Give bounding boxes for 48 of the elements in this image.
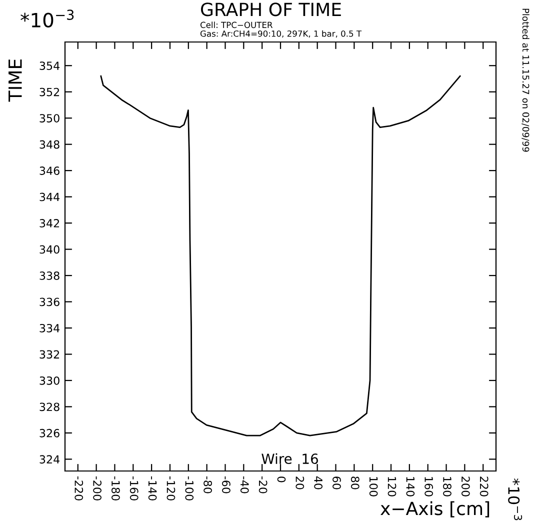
x-tick-label: -140 bbox=[148, 476, 157, 500]
y-tick-label: 348 bbox=[40, 140, 60, 149]
text: *10$^{−3}$ bbox=[508, 478, 522, 520]
x-tick-label: -20 bbox=[258, 476, 268, 494]
y-tick-label: 340 bbox=[40, 245, 60, 254]
x-tick-label: 80 bbox=[350, 476, 360, 490]
y-tick-label: 350 bbox=[40, 114, 60, 122]
x-tick-label: 180 bbox=[443, 477, 452, 496]
x-tick-label: 0 bbox=[277, 476, 286, 482]
chart-subtitle: Cell: TPC−OUTER Gas: Ar:CH4=90:10, 297K, 1 bar, 0.5 T bbox=[200, 22, 362, 38]
x-tick-label: -80 bbox=[204, 476, 212, 494]
y-tick-label: 344 bbox=[40, 192, 60, 202]
x-tick-label: -100 bbox=[185, 476, 194, 500]
y-tick-label: 324 bbox=[40, 455, 60, 464]
x-tick-label: 60 bbox=[332, 476, 341, 490]
x-tick-label: -180 bbox=[112, 476, 120, 500]
y-tick-label: 328 bbox=[40, 402, 60, 412]
x-tick-label: -40 bbox=[240, 476, 249, 494]
x-tick-label: 220 bbox=[480, 476, 488, 496]
y-tick-label: 334 bbox=[40, 324, 60, 332]
x-tick-label: -160 bbox=[130, 476, 138, 500]
y-axis-title: TIME bbox=[8, 59, 22, 102]
x-tick-label: 20 bbox=[296, 476, 304, 490]
x-tick-label: 140 bbox=[406, 477, 415, 496]
y-tick-label: 346 bbox=[40, 166, 60, 175]
x-axis-title: x−Axis [cm] bbox=[380, 501, 490, 518]
chart-title: GRAPH OF TIME bbox=[201, 2, 341, 16]
x-tick-label: 160 bbox=[424, 477, 434, 496]
x-tick-label: -120 bbox=[166, 476, 176, 500]
y-tick-label: 354 bbox=[40, 62, 60, 70]
line-series bbox=[100, 75, 461, 436]
y-tick-label: 336 bbox=[40, 298, 60, 306]
x-tick-label: -220 bbox=[74, 476, 84, 500]
y-tick-label: 330 bbox=[40, 376, 60, 385]
x-tick-label: 200 bbox=[461, 476, 470, 496]
y-tick-label: 326 bbox=[40, 428, 60, 438]
x-tick-label: -200 bbox=[93, 476, 102, 500]
y-tick-label: 352 bbox=[40, 88, 60, 96]
y-tick-label: 332 bbox=[40, 350, 60, 359]
x-tick-label: 120 bbox=[388, 477, 396, 496]
y-tick-label: 342 bbox=[40, 219, 60, 228]
text: *10$^{−3}$ bbox=[20, 10, 74, 28]
y-tick-label: 338 bbox=[40, 272, 60, 280]
x-tick-label: 40 bbox=[314, 476, 323, 490]
x-tick-label: 100 bbox=[369, 477, 378, 496]
x-tick-label: -60 bbox=[222, 476, 230, 494]
text: Plotted at 11.15.27 on 02/09/99 bbox=[522, 8, 530, 152]
annotation: Wire 16 bbox=[262, 453, 318, 464]
